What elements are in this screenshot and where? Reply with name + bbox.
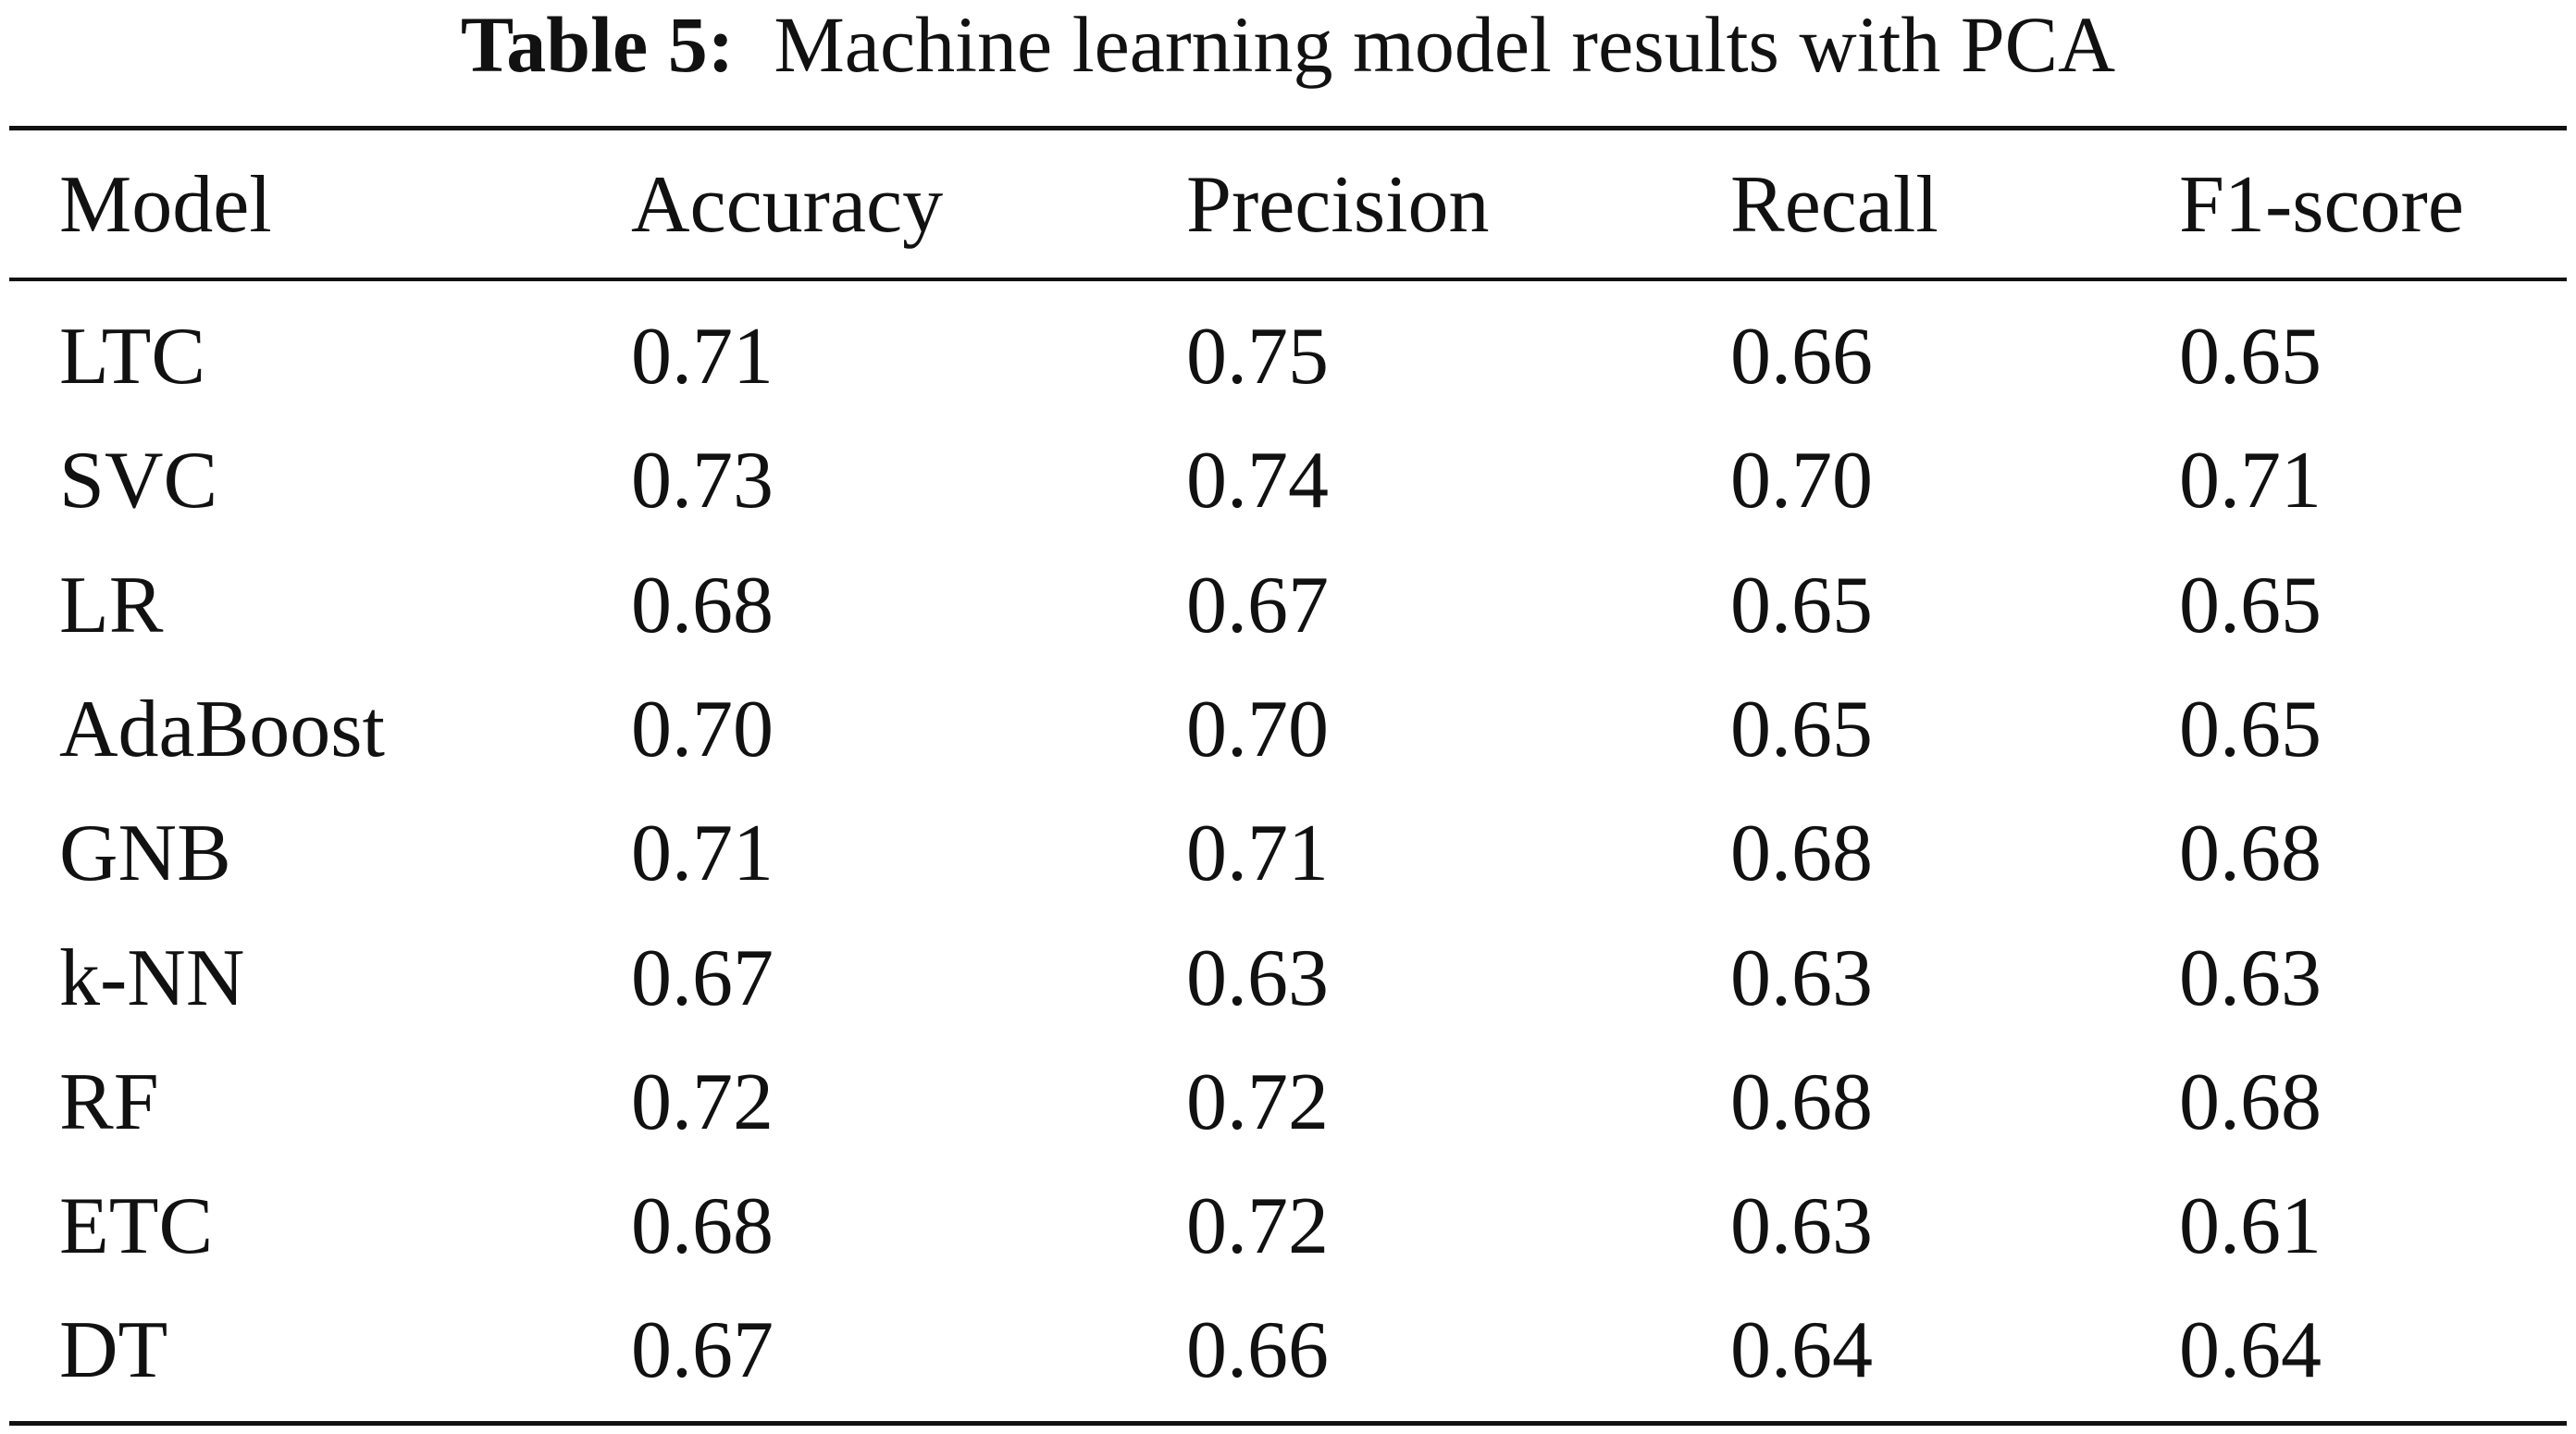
cell-recall: 0.63 — [1730, 933, 1873, 1023]
header-model: Model — [59, 160, 272, 250]
cell-model: SVC — [59, 436, 218, 525]
cell-accuracy: 0.71 — [631, 312, 774, 402]
cell-accuracy: 0.67 — [631, 933, 774, 1023]
cell-recall: 0.64 — [1730, 1305, 1873, 1395]
cell-accuracy: 0.67 — [631, 1305, 774, 1395]
header-accuracy: Accuracy — [631, 160, 944, 250]
cell-model: k-NN — [59, 933, 245, 1023]
table-caption: Table 5: Machine learning model results … — [0, 0, 2576, 93]
cell-recall: 0.68 — [1730, 1057, 1873, 1147]
cell-accuracy: 0.68 — [631, 561, 774, 650]
cell-model: GNB — [59, 809, 231, 898]
cell-precision: 0.67 — [1186, 561, 1329, 650]
cell-model: LTC — [59, 312, 206, 402]
cell-f1-score: 0.64 — [2179, 1305, 2322, 1395]
cell-f1-score: 0.68 — [2179, 809, 2322, 898]
cell-f1-score: 0.61 — [2179, 1181, 2322, 1271]
cell-precision: 0.74 — [1186, 436, 1329, 525]
cell-recall: 0.65 — [1730, 561, 1873, 650]
cell-f1-score: 0.65 — [2179, 561, 2322, 650]
cell-precision: 0.72 — [1186, 1181, 1329, 1271]
cell-recall: 0.66 — [1730, 312, 1873, 402]
cell-model: LR — [59, 561, 164, 650]
cell-accuracy: 0.73 — [631, 436, 774, 525]
cell-precision: 0.71 — [1186, 809, 1329, 898]
cell-f1-score: 0.71 — [2179, 436, 2322, 525]
cell-recall: 0.70 — [1730, 436, 1873, 525]
cell-accuracy: 0.68 — [631, 1181, 774, 1271]
cell-precision: 0.75 — [1186, 312, 1329, 402]
cell-f1-score: 0.68 — [2179, 1057, 2322, 1147]
cell-precision: 0.63 — [1186, 933, 1329, 1023]
cell-recall: 0.63 — [1730, 1181, 1873, 1271]
table-number: Table 5: — [460, 0, 735, 89]
cell-precision: 0.70 — [1186, 685, 1329, 774]
header-rule — [9, 278, 2567, 281]
cell-f1-score: 0.65 — [2179, 312, 2322, 402]
cell-accuracy: 0.71 — [631, 809, 774, 898]
cell-recall: 0.65 — [1730, 685, 1873, 774]
cell-accuracy: 0.70 — [631, 685, 774, 774]
header-precision: Precision — [1186, 160, 1490, 250]
cell-model: AdaBoost — [59, 685, 385, 774]
cell-f1-score: 0.63 — [2179, 933, 2322, 1023]
top-rule — [9, 126, 2567, 130]
header-f1-score: F1-score — [2179, 160, 2464, 250]
table-title: Machine learning model results with PCA — [774, 0, 2116, 89]
cell-accuracy: 0.72 — [631, 1057, 774, 1147]
cell-model: DT — [59, 1305, 168, 1395]
header-recall: Recall — [1730, 160, 1938, 250]
cell-precision: 0.66 — [1186, 1305, 1329, 1395]
cell-precision: 0.72 — [1186, 1057, 1329, 1147]
cell-model: RF — [59, 1057, 159, 1147]
cell-recall: 0.68 — [1730, 809, 1873, 898]
cell-f1-score: 0.65 — [2179, 685, 2322, 774]
bottom-rule — [9, 1421, 2567, 1426]
cell-model: ETC — [59, 1181, 214, 1271]
